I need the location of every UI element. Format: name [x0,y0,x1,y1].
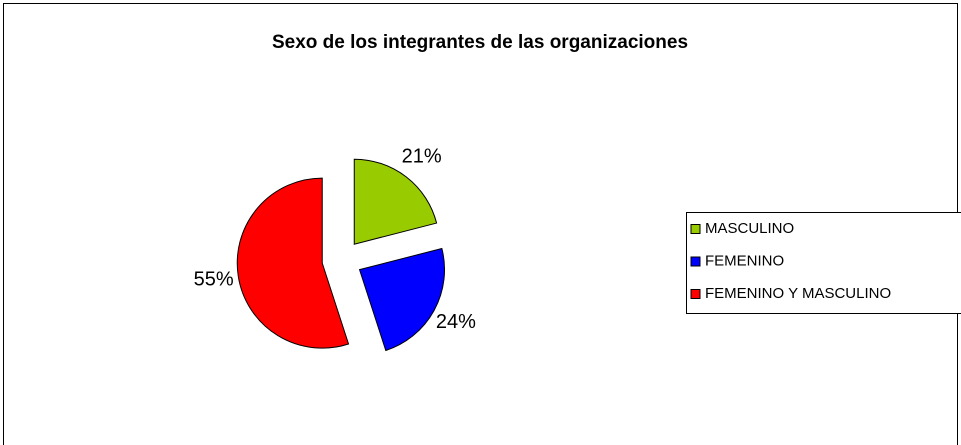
legend-swatch [690,256,701,267]
legend-box [686,212,961,314]
pie-slice [353,158,438,245]
data-label: 55% [194,269,234,291]
pie-slice [236,177,350,349]
legend-swatch [690,224,701,234]
chart-title: Sexo de los integrantes de las organizac… [272,32,688,53]
legend-label: FEMENINO Y MASCULINO [705,285,891,302]
pie-slice [358,247,446,352]
legend-label: MASCULINO [705,220,794,237]
data-label: 21% [402,146,442,168]
legend-swatch [690,289,701,299]
legend-label: FEMENINO [705,252,784,269]
data-label: 24% [436,311,476,333]
